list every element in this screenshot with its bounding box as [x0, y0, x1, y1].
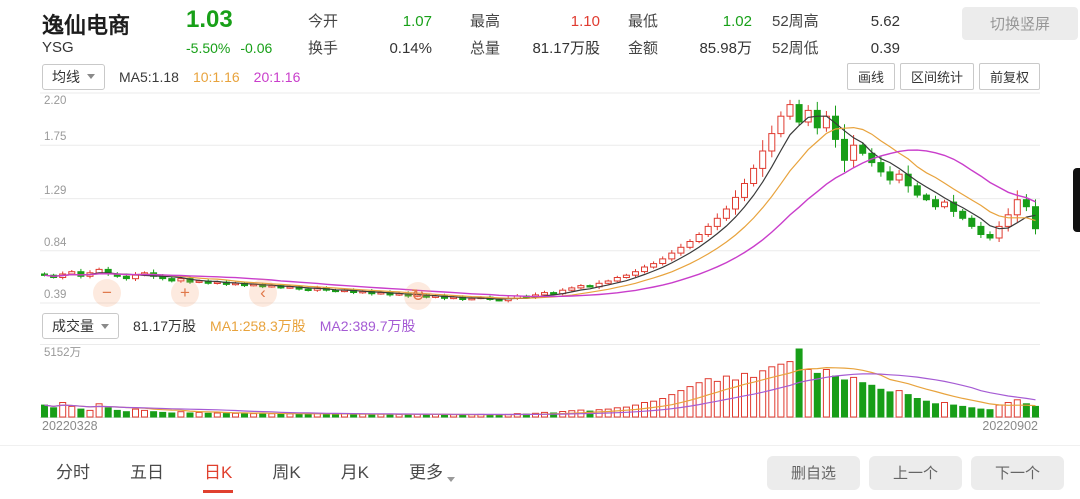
stat-label: 52周高	[772, 13, 819, 30]
chevron-down-icon	[87, 74, 95, 79]
previous-stock-button[interactable]: 上一个	[868, 455, 962, 490]
next-stock-button[interactable]: 下一个	[970, 455, 1064, 490]
stat-label: 换手	[308, 40, 339, 57]
stat-label: 金额	[628, 40, 659, 57]
change-amount: -0.06	[240, 40, 273, 56]
tab-5day[interactable]: 五日	[130, 463, 164, 482]
stat-value: 1.07	[402, 13, 432, 30]
stat-label: 52周低	[772, 40, 819, 57]
x-axis-start-date: 20220328	[42, 419, 98, 433]
chart-toolbar: 均线 MA5:1.18 10:1.16 20:1.16 画线 区间统计 前复权	[42, 63, 1040, 90]
ticker-symbol: YSG	[42, 39, 74, 56]
stats-col-open-turnover: 今开 1.07 换手 0.14%	[308, 8, 432, 62]
volume-ma1-legend: MA1:258.3万股	[210, 318, 306, 334]
chevron-down-icon	[447, 477, 456, 482]
indicator-select[interactable]: 成交量	[42, 313, 119, 339]
ma-select-label: 均线	[52, 68, 80, 85]
ma-type-select[interactable]: 均线	[42, 63, 105, 90]
stat-label: 最低	[628, 13, 659, 30]
current-price: 1.03	[186, 6, 233, 33]
tab-more-label: 更多	[409, 463, 444, 482]
stat-value: 0.39	[870, 40, 900, 57]
tab-weekly-k[interactable]: 周K	[272, 463, 301, 482]
switch-portrait-button[interactable]: 切换竖屏	[962, 7, 1078, 40]
price-change: -5.50% -0.06	[186, 40, 272, 56]
range-stats-button[interactable]: 区间统计	[899, 63, 974, 90]
x-axis: 20220328 20220902	[42, 419, 1038, 433]
stat-value: 81.17万股	[532, 40, 600, 57]
ma5-legend: MA5:1.18	[119, 68, 179, 85]
tab-monthly-k[interactable]: 月K	[340, 463, 370, 482]
tab-daily-k[interactable]: 日K	[203, 452, 234, 493]
stat-value: 1.10	[570, 13, 600, 30]
chevron-down-icon	[101, 323, 109, 329]
ma10-legend: 10:1.16	[192, 68, 240, 85]
volume-value: 81.17万股	[133, 318, 197, 334]
volume-axis-max-label: 5152万	[44, 347, 82, 359]
y-axis-label: 1.29	[44, 184, 67, 197]
zoom-out-button[interactable]: −	[93, 279, 121, 307]
x-axis-end-date: 20220902	[982, 419, 1038, 433]
pan-left-button[interactable]: ‹	[249, 279, 277, 307]
y-axis-label: 1.75	[44, 131, 67, 144]
action-buttons: 删自选 上一个 下一个	[766, 455, 1064, 490]
volume-chart[interactable]	[40, 344, 1040, 418]
stats-col-low-amount: 最低 1.02 金额 85.98万	[628, 8, 752, 62]
main-chart[interactable]: − + ‹ ↻ 2.20 1.75 1.29 0.84 0.39	[40, 90, 1040, 310]
tab-timeshare[interactable]: 分时	[56, 463, 90, 482]
adjust-mode-button[interactable]: 前复权	[978, 63, 1040, 90]
y-axis-label: 2.20	[44, 95, 67, 107]
volume-toolbar: 成交量 81.17万股 MA1:258.3万股 MA2:389.7万股	[42, 312, 415, 340]
y-axis-label: 0.84	[44, 236, 67, 249]
stat-value: 1.02	[722, 13, 752, 30]
stat-label: 今开	[308, 13, 339, 30]
stock-name: 逸仙电商	[42, 13, 131, 38]
stat-value: 5.62	[870, 13, 900, 30]
zoom-in-button[interactable]: +	[171, 279, 199, 307]
indicator-select-label: 成交量	[52, 318, 94, 334]
change-percent: -5.50%	[186, 40, 231, 56]
stats-col-high-volume: 最高 1.10 总量 81.17万股	[470, 8, 600, 62]
reset-view-button[interactable]: ↻	[404, 282, 432, 310]
stat-value: 0.14%	[389, 40, 432, 57]
y-axis-label: 0.39	[44, 289, 67, 301]
stat-label: 总量	[470, 40, 501, 57]
tab-more[interactable]: 更多	[408, 452, 456, 493]
bottom-bar: 分时 五日 日K 周K 月K 更多 删自选 上一个 下一个	[0, 445, 1080, 499]
stat-value: 85.98万	[699, 40, 752, 57]
volume-svg	[40, 344, 1040, 418]
scroll-indicator[interactable]	[1073, 168, 1080, 232]
ma20-legend: 20:1.16	[253, 68, 301, 85]
period-tabs: 分时 五日 日K 周K 月K 更多	[55, 452, 456, 493]
stat-label: 最高	[470, 13, 501, 30]
draw-line-button[interactable]: 画线	[846, 63, 895, 90]
volume-ma2-legend: MA2:389.7万股	[319, 318, 416, 334]
candlestick-svg	[40, 92, 1040, 304]
stats-col-52week: 52周高 5.62 52周低 0.39	[772, 8, 900, 62]
remove-watchlist-button[interactable]: 删自选	[766, 455, 860, 490]
